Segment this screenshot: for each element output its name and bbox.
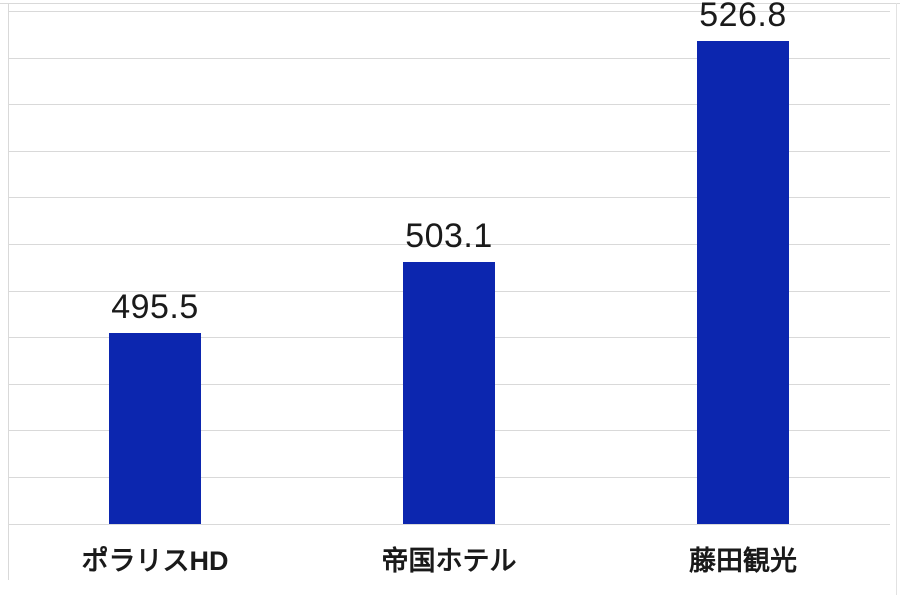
value-label-2: 503.1 — [405, 216, 493, 255]
chart-frame-right-border — [896, 3, 897, 595]
bar-3 — [697, 40, 789, 524]
value-label-1: 495.5 — [111, 287, 199, 326]
bar-2 — [403, 261, 495, 524]
gridline — [8, 523, 890, 525]
gridline — [8, 57, 890, 59]
gridline — [8, 244, 890, 245]
bar-1 — [109, 332, 201, 524]
gridline — [8, 11, 890, 12]
gridline — [8, 104, 890, 106]
value-label-3: 526.8 — [699, 0, 787, 34]
category-label-1: ポラリスHD — [81, 546, 229, 576]
category-label-2: 帝国ホテル — [381, 546, 517, 576]
category-label-3: 藤田観光 — [689, 546, 797, 576]
gridline — [8, 150, 890, 152]
gridline — [8, 197, 890, 199]
chart-frame-top-border — [0, 3, 900, 4]
